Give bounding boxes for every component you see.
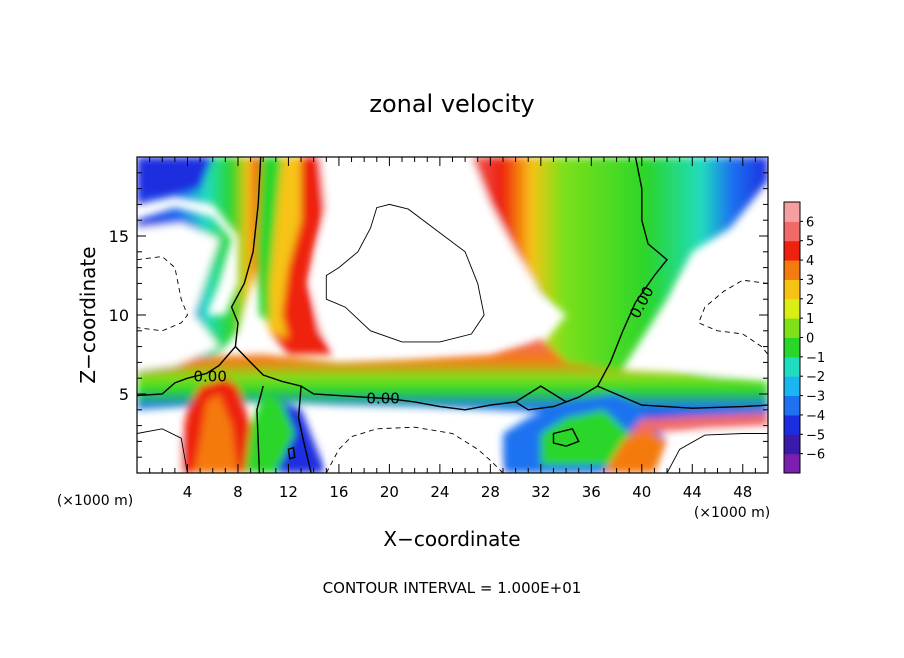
- colorbar-tick-label: 2: [806, 293, 814, 308]
- colorbar-tick-label: 1: [806, 312, 814, 327]
- colorbar-tick-label: −2: [806, 370, 825, 385]
- x-axis: 4 8 12 16 20 24 28 32 36 40 44 48: [149, 157, 756, 501]
- colorbar-swatch: [784, 202, 800, 222]
- colorbar-tick-label: −4: [806, 409, 825, 424]
- field-lower-right-orange: [603, 425, 667, 473]
- field-white-bottom-left: [137, 428, 182, 473]
- field-white-bottom-right: [667, 430, 768, 473]
- contour-lines: [137, 157, 768, 473]
- x-tick-label: 40: [632, 483, 651, 501]
- velocity-field: [137, 157, 768, 473]
- contour-small-loop: [552, 427, 580, 447]
- colorbar-swatch: [784, 318, 800, 338]
- colorbar-tick-label: −1: [806, 351, 825, 366]
- field-white-bottom-center: [326, 422, 503, 473]
- colorbar-tick-label: 4: [806, 254, 814, 269]
- colorbar-tick-label: −6: [806, 448, 825, 463]
- field-upper-right: [465, 157, 768, 387]
- x-unit-label: (×1000 m): [694, 505, 770, 521]
- field-white-center: [313, 157, 548, 350]
- field-right-pink-strip: [629, 413, 768, 434]
- x-tick-label: 32: [531, 483, 550, 501]
- field-white-right: [673, 236, 768, 375]
- colorbar-swatch: [784, 240, 800, 261]
- contour-bottom-right: [666, 433, 768, 473]
- contour-neg-bottom: [325, 426, 504, 473]
- field-lower-blue: [275, 401, 327, 473]
- field-smooth-group: [137, 157, 768, 473]
- field-white-left: [137, 223, 219, 371]
- x-axis-label: X−coordinate: [383, 527, 520, 551]
- y-axis: 5 10 15: [109, 172, 768, 458]
- colorbar-swatch: [784, 337, 800, 358]
- x-tick-label: 20: [380, 483, 399, 501]
- colorbar-tick-label: 3: [806, 273, 814, 288]
- colorbar-swatch: [784, 260, 800, 280]
- contour-bottom-left: [137, 428, 188, 473]
- colorbar-swatch: [784, 356, 800, 377]
- contour-neg-left: [137, 256, 189, 332]
- y-tick-label: 10: [109, 306, 129, 325]
- colorbar-swatch: [784, 453, 800, 474]
- colorbar-tick-label: −5: [806, 428, 825, 443]
- colorbar-swatch: [784, 298, 800, 319]
- colorbar: 6 5 4 3 2 1 0 −1 −2 −3 −4 −5 −6: [783, 201, 825, 474]
- contour-label-0: 0.00: [193, 368, 226, 386]
- contour-zero-right: [597, 385, 768, 409]
- x-tick-label: 12: [279, 483, 298, 501]
- colorbar-tick-label: 0: [806, 332, 814, 347]
- x-tick-label: 16: [329, 483, 348, 501]
- colorbar-swatch: [784, 221, 800, 242]
- contour-zero-wiggle: [515, 385, 567, 403]
- contour-center-loop: [325, 203, 485, 343]
- colorbar-swatch: [784, 414, 800, 435]
- x-tick-label: 48: [733, 483, 752, 501]
- contour-label-text-0: 0.00: [193, 368, 226, 386]
- z-unit-label: (×1000 m): [57, 493, 133, 509]
- x-tick-label: 24: [430, 483, 449, 501]
- contour-tiny-loop: [287, 446, 296, 460]
- field-lower-left-orange: [193, 394, 238, 473]
- x-tick-label: 44: [683, 483, 702, 501]
- colorbar-swatch: [784, 434, 800, 455]
- x-tick-label: 36: [582, 483, 601, 501]
- x-tick-label: 4: [183, 483, 193, 501]
- y-tick-label: 5: [119, 385, 129, 404]
- field-plume-left-green: [256, 157, 283, 323]
- contour-zero-lower-left: [256, 385, 264, 473]
- colorbar-swatch: [784, 395, 800, 416]
- colorbar-tick-label: 5: [806, 235, 814, 250]
- colorbar-swatch: [784, 279, 800, 300]
- colorbar-swatch: [784, 376, 800, 397]
- x-tick-label: 28: [481, 483, 500, 501]
- x-tick-label: 8: [233, 483, 243, 501]
- colorbar-tick-label: −3: [806, 390, 825, 405]
- contour-interval-annotation: CONTOUR INTERVAL = 1.000E+01: [323, 579, 582, 597]
- colorbar-tick-label: 6: [806, 215, 814, 230]
- contour-label-text-1: 0.00: [366, 390, 399, 408]
- chart-title: zonal velocity: [369, 90, 534, 118]
- y-axis-label: Z−coordinate: [76, 246, 100, 383]
- field-upper-left-blue: [137, 157, 213, 197]
- contour-label-1: 0.00: [366, 390, 399, 408]
- y-tick-label: 15: [109, 227, 129, 246]
- field-lower-right-green: [540, 409, 630, 466]
- contour-zero-lower-mid: [297, 386, 312, 473]
